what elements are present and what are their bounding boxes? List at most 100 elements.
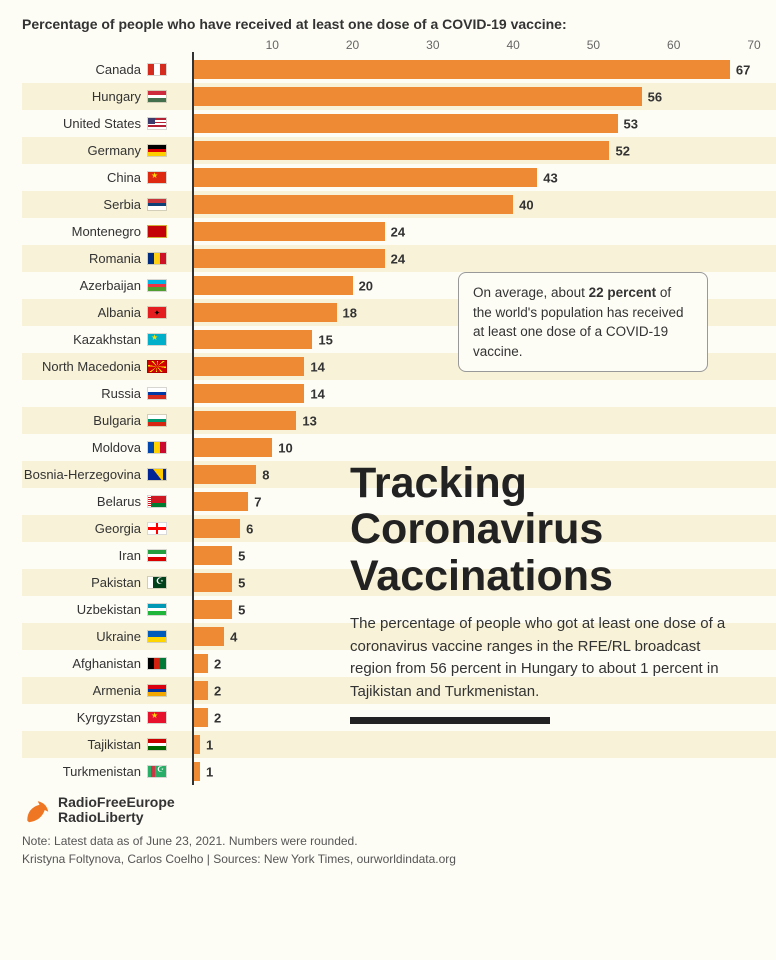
bar-track: 1 — [192, 758, 754, 785]
x-axis-tick: 70 — [747, 38, 760, 52]
row-label-wrap: Canada — [22, 56, 167, 83]
row-label-wrap: Ukraine — [22, 623, 167, 650]
callout-text-bold: 22 percent — [589, 285, 657, 300]
country-label: Belarus — [97, 494, 141, 509]
table-row: Romania24 — [192, 245, 754, 272]
bar-track: 1 — [192, 731, 754, 758]
callout-box: On average, about 22 percent of the worl… — [458, 272, 708, 372]
bar-value: 1 — [200, 737, 213, 752]
logo-line2: RadioLiberty — [58, 810, 175, 825]
bar — [192, 195, 513, 214]
bar — [192, 357, 304, 376]
flag-icon — [147, 657, 167, 670]
bar — [192, 384, 304, 403]
bar — [192, 330, 312, 349]
row-label-wrap: Moldova — [22, 434, 167, 461]
bar-value: 2 — [208, 710, 221, 725]
flag-icon — [147, 144, 167, 157]
bar — [192, 114, 618, 133]
country-label: Montenegro — [72, 224, 141, 239]
bar-value: 5 — [232, 575, 245, 590]
bar — [192, 60, 730, 79]
rferl-logo-icon — [22, 796, 50, 824]
y-axis-baseline — [192, 52, 194, 785]
bar — [192, 573, 232, 592]
flag-icon — [147, 522, 167, 535]
row-label-wrap: Bosnia-Herzegovina — [22, 461, 167, 488]
x-axis-tick: 40 — [506, 38, 519, 52]
bar-value: 14 — [304, 386, 324, 401]
flag-icon: ☪ — [147, 576, 167, 589]
table-row: Russia14 — [192, 380, 754, 407]
row-label-wrap: North Macedonia — [22, 353, 167, 380]
flag-icon — [147, 360, 167, 373]
bar — [192, 465, 256, 484]
bar — [192, 519, 240, 538]
flag-icon — [147, 441, 167, 454]
table-row: Canada67 — [192, 56, 754, 83]
flag-icon: ★ — [147, 711, 167, 724]
flag-icon — [147, 387, 167, 400]
bar-track: 43 — [192, 164, 754, 191]
country-label: China — [107, 170, 141, 185]
row-label-wrap: Afghanistan — [22, 650, 167, 677]
flag-icon — [147, 630, 167, 643]
flag-icon — [147, 63, 167, 76]
country-label: Bosnia-Herzegovina — [24, 467, 141, 482]
row-label-wrap: Germany — [22, 137, 167, 164]
bar-value: 1 — [200, 764, 213, 779]
country-label: Turkmenistan — [63, 764, 141, 779]
flag-icon — [147, 603, 167, 616]
row-label-wrap: Tajikistan — [22, 731, 167, 758]
table-row: Moldova10 — [192, 434, 754, 461]
flag-icon: ☪ — [147, 765, 167, 778]
row-label-wrap: Romania — [22, 245, 167, 272]
country-label: Azerbaijan — [80, 278, 141, 293]
x-axis-tick: 60 — [667, 38, 680, 52]
country-label: Uzbekistan — [77, 602, 141, 617]
row-label-wrap: Albania✦ — [22, 299, 167, 326]
bar-track: 67 — [192, 56, 754, 83]
row-label-wrap: Azerbaijan — [22, 272, 167, 299]
bar-value: 15 — [312, 332, 332, 347]
row-label-wrap: Georgia — [22, 515, 167, 542]
bar — [192, 600, 232, 619]
country-label: Canada — [95, 62, 141, 77]
bar-value: 53 — [618, 116, 638, 131]
footer-note-1: Note: Latest data as of June 23, 2021. N… — [22, 832, 456, 850]
country-label: Ukraine — [96, 629, 141, 644]
bar-value: 6 — [240, 521, 253, 536]
bar-value: 40 — [513, 197, 533, 212]
flag-icon — [147, 279, 167, 292]
country-label: Bulgaria — [93, 413, 141, 428]
bar — [192, 708, 208, 727]
x-axis-tick: 50 — [587, 38, 600, 52]
bar-track: 52 — [192, 137, 754, 164]
bar-value: 56 — [642, 89, 662, 104]
bar-value: 24 — [385, 224, 405, 239]
flag-icon: ★ — [147, 333, 167, 346]
bar-value: 24 — [385, 251, 405, 266]
bar-value: 5 — [232, 548, 245, 563]
country-label: United States — [63, 116, 141, 131]
x-axis-tick: 30 — [426, 38, 439, 52]
country-label: North Macedonia — [42, 359, 141, 374]
bar — [192, 141, 609, 160]
bar-value: 2 — [208, 656, 221, 671]
row-label-wrap: Turkmenistan ☪ — [22, 758, 167, 785]
country-label: Albania — [98, 305, 141, 320]
flag-icon — [147, 684, 167, 697]
country-label: Kazakhstan — [73, 332, 141, 347]
country-label: Russia — [101, 386, 141, 401]
row-label-wrap: Bulgaria — [22, 407, 167, 434]
bar — [192, 249, 385, 268]
bar-value: 10 — [272, 440, 292, 455]
flag-icon — [147, 225, 167, 238]
bar — [192, 276, 353, 295]
bar-value: 52 — [609, 143, 629, 158]
country-label: Kyrgyzstan — [77, 710, 141, 725]
bar — [192, 438, 272, 457]
flag-icon — [147, 117, 167, 130]
subhead: The percentage of people who got at leas… — [350, 613, 740, 703]
bar-track: 40 — [192, 191, 754, 218]
